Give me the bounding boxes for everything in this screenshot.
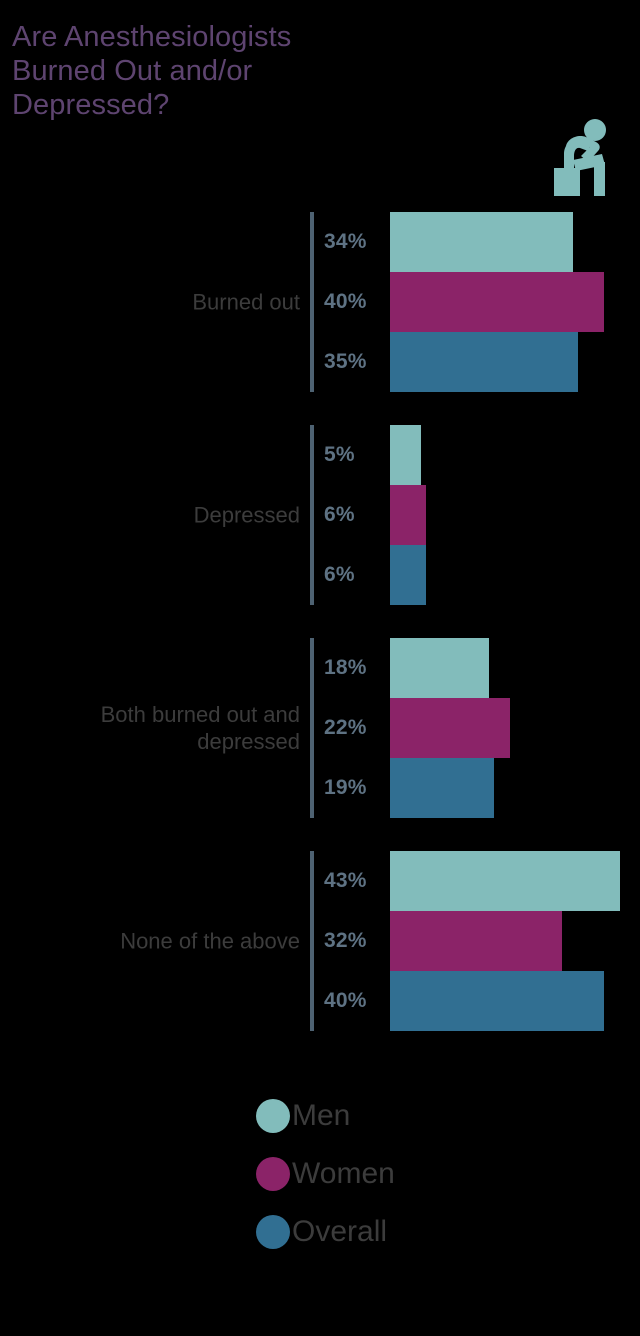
chart-category-group: Burned out 34% 40% 35%: [0, 212, 640, 392]
chart-category-group: Both burned out and depressed 18% 22% 19%: [0, 638, 640, 818]
chart-bar-row: 6%: [0, 545, 640, 605]
bar-value-label: 22%: [324, 716, 367, 739]
bar-value-label: 35%: [324, 350, 367, 373]
legend-item-men[interactable]: Men: [256, 1094, 350, 1138]
bar-overall: [390, 758, 495, 818]
bar-women: [390, 272, 605, 332]
bar-women: [390, 485, 427, 545]
bar-men: [390, 425, 421, 485]
legend-label: Men: [292, 1099, 351, 1132]
category-label: Depressed: [193, 502, 300, 528]
bar-value-label: 43%: [324, 869, 367, 892]
bar-overall: [390, 971, 605, 1031]
chart-bar-row: 32%: [0, 911, 640, 971]
chart-bar-row: 22%: [0, 698, 640, 758]
legend-label: Women: [292, 1157, 395, 1190]
page-title: Are Anesthesiologists Burned Out and/or …: [12, 21, 292, 121]
bar-value-label: 19%: [324, 776, 367, 799]
legend-swatch-icon: [256, 1099, 290, 1133]
category-label: None of the above: [120, 928, 300, 954]
bar-men: [390, 212, 573, 272]
legend-item-overall[interactable]: Overall: [256, 1210, 387, 1254]
bar-value-label: 6%: [324, 503, 355, 526]
chart-bar-row: 43%: [0, 851, 640, 911]
chart-bar-row: 6%: [0, 485, 640, 545]
bar-men: [390, 638, 490, 698]
category-label: Burned out: [192, 289, 300, 315]
category-label: Both burned out and depressed: [100, 702, 300, 754]
chart-bar-row: 34%: [0, 212, 640, 272]
bar-value-label: 32%: [324, 929, 367, 952]
bar-value-label: 34%: [324, 230, 367, 253]
chart-bar-row: 35%: [0, 332, 640, 392]
bar-value-label: 18%: [324, 656, 367, 679]
chart-bar-row: 18%: [0, 638, 640, 698]
bar-men: [390, 851, 621, 911]
chart-plot-area: Burned out 34% 40% 35% Depressed 5% 6% 6% Both b…: [0, 212, 640, 1064]
legend-swatch-icon: [256, 1157, 290, 1191]
category-divider-line: [310, 425, 314, 605]
bar-value-label: 40%: [324, 290, 367, 313]
legend-swatch-icon: [256, 1215, 290, 1249]
bar-women: [390, 911, 563, 971]
category-divider-line: [310, 638, 314, 818]
bar-overall: [390, 332, 579, 392]
bar-value-label: 40%: [324, 989, 367, 1012]
legend-item-women[interactable]: Women: [256, 1152, 395, 1196]
category-divider-line: [310, 851, 314, 1031]
slumped-seated-person-icon: [552, 118, 618, 198]
chart-legend: Men Women Overall: [0, 1090, 640, 1270]
legend-label: Overall: [292, 1215, 388, 1248]
chart-category-group: Depressed 5% 6% 6%: [0, 425, 640, 605]
bar-overall: [390, 545, 427, 605]
chart-bar-row: 19%: [0, 758, 640, 818]
chart-bar-row: 5%: [0, 425, 640, 485]
bar-value-label: 5%: [324, 443, 355, 466]
chart-category-group: None of the above 43% 32% 40%: [0, 851, 640, 1031]
chart-bar-row: 40%: [0, 971, 640, 1031]
bar-value-label: 6%: [324, 563, 355, 586]
category-divider-line: [310, 212, 314, 392]
chart-bar-row: 40%: [0, 272, 640, 332]
bar-women: [390, 698, 511, 758]
